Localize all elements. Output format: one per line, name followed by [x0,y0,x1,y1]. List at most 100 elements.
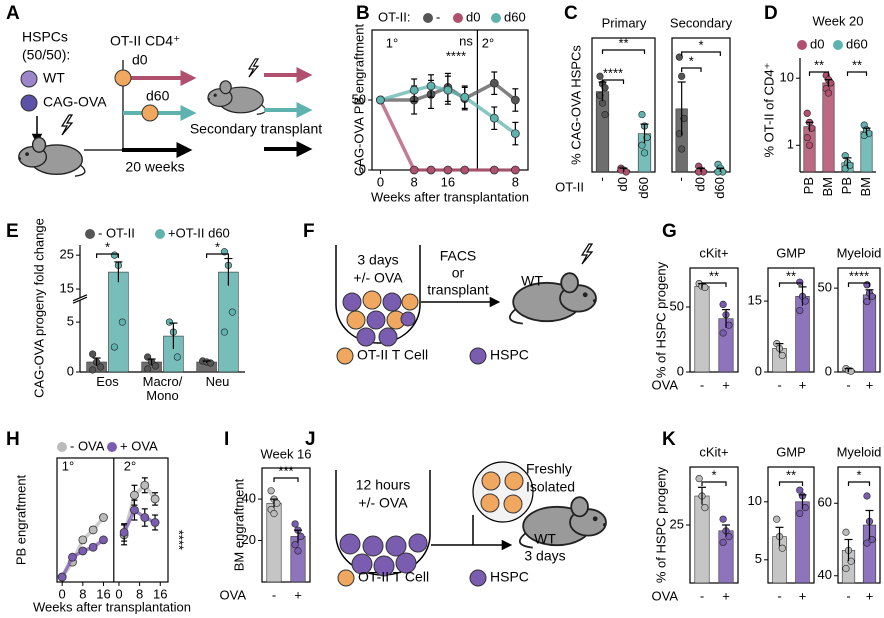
cells [339,533,428,577]
significance-label: *** [278,463,293,478]
y-tick-label: 40 [242,491,256,506]
diagram-j: 12 hours +/- OVA Freshly Isolated WT 3 d… [335,461,608,587]
significance-label: **** [849,268,869,283]
data-point [796,486,804,494]
chart-title: GMP [776,444,806,459]
x-tick-label: - [846,588,850,603]
chart: 20 40 Week 16 BM engraftment OVA - + *** [220,446,312,602]
data-point [695,475,703,483]
data-point [863,297,871,306]
data-point [638,110,646,119]
data-point [803,134,811,142]
chart: 40 60 Myeloid - + * [818,444,882,603]
legend-label: - [436,9,440,24]
chart: 25 cKit+ % of HSPC progeny OVA - + * [652,444,739,603]
data-point [267,487,275,495]
bar [694,285,710,373]
legend-swatch [423,13,433,23]
data-point [460,165,470,175]
panel-label: C [564,3,578,24]
plot-frame [837,267,881,373]
chart-title: Week 16 [260,446,311,461]
panel-labels: A B C D E F G H I J K [6,3,778,450]
significance-label: * [698,37,703,52]
axis-break [74,297,86,301]
plot-frame [689,267,739,373]
data-point [675,130,683,138]
x-tick-label: d60 [636,177,651,199]
data-point [601,84,609,92]
y-tick-label: 50 [818,280,832,295]
data-point [110,251,119,259]
legend-swatch [469,569,487,587]
y-tick-label: 15 [60,280,74,295]
significance-bracket [808,71,830,76]
annotation: 2° [482,35,494,50]
diagram-text: +/- OVA [353,270,403,286]
series-line [60,507,156,578]
data-point [841,164,849,173]
chart-title: Secondary [670,15,733,30]
data-point [805,141,814,149]
data-point [678,72,686,80]
diagram-f: 3 days +/- OVA FACS or transplant WT OT-… [335,243,598,365]
y-tick-label: 50 [352,91,366,106]
y-axis-label: PB engraftment [13,474,28,565]
diagram-text: CAG-OVA [43,94,107,110]
cells [342,290,419,347]
significance-bracket [701,481,727,486]
data-point [510,129,520,139]
x-tick-label: d60 [712,177,727,199]
y-axis-label: % OT-II of CD4⁺ [761,63,776,158]
annotation: **** [446,48,466,63]
data-point [89,350,97,358]
legend-label: + OVA [120,438,158,453]
x-tick-label: Macro/ Mono [142,375,183,403]
y-axis-label: CAG-OVA progeny fold change [31,218,46,398]
y-tick-label: 10 [780,70,794,85]
chart: 0 15 GMP - + ** [748,245,815,392]
y-tick-label: 20 [242,532,256,547]
x-tick-label: - [272,587,276,602]
significance-bracket [681,51,721,56]
legend-label: d0 [466,9,480,24]
annotation: 1° [386,35,398,50]
data-point [426,165,436,175]
diagram-text: (50/50): [22,47,70,63]
significance-bracket [96,253,119,258]
data-point [863,492,871,500]
irradiation-icon [581,243,593,265]
data-point [144,365,152,373]
legend-label: - OVA [70,438,105,453]
series-line [378,99,516,172]
x-axis-label: OVA [220,587,247,602]
x-tick-label-box: Neu [206,375,230,388]
x-tick-label: d0 [692,177,707,191]
data-point [99,535,108,545]
data-point [847,367,855,375]
x-tick-label-box: Macro/ Mono [142,375,183,403]
y-axis-label: % of HSPC progeny [653,261,668,378]
y-tick-label: 15 [748,293,762,308]
data-point [99,513,108,522]
plot-frame [767,267,815,373]
plot-frame [837,466,881,584]
panel-label: B [356,3,370,24]
x-axis-label: OT-II [555,179,584,194]
x-tick-label: + [294,587,302,602]
data-point [68,552,77,562]
chart-title: cKit+ [699,245,728,260]
x-tick-label: 0 [115,586,122,601]
y-tick-label: 0 [359,161,366,176]
data-point [57,572,67,582]
y-tick-label: 40 [818,567,832,582]
diagram-text: or [452,265,465,281]
significance-bracket [847,282,871,287]
mouse-icon [518,496,608,549]
data-point [409,85,419,95]
x-tick-label: + [866,377,874,392]
legend-label: OT-II T Cell [358,569,429,585]
plot-frame [56,457,169,583]
data-point [719,538,727,547]
